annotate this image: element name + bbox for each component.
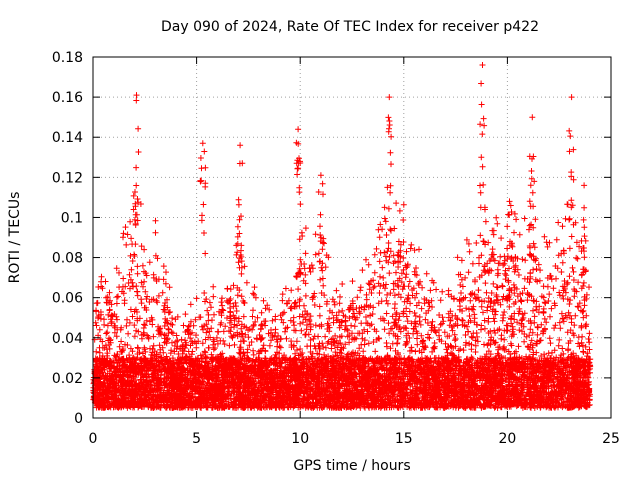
x-tick-label: 5	[192, 431, 201, 447]
x-tick-label: 0	[89, 431, 98, 447]
y-tick-label: 0.18	[52, 50, 83, 66]
y-tick-label: 0	[74, 411, 83, 427]
x-tick-label: 10	[291, 431, 309, 447]
y-tick-label: 0.06	[52, 291, 83, 307]
y-tick-label: 0.12	[52, 170, 83, 186]
y-tick-label: 0.1	[61, 210, 83, 226]
x-tick-label: 15	[395, 431, 413, 447]
scatter-plus-markers	[90, 62, 594, 411]
x-tick-label: 25	[602, 431, 620, 447]
x-tick-label: 20	[498, 431, 516, 447]
y-tick-label: 0.16	[52, 90, 83, 106]
y-tick-label: 0.04	[52, 331, 83, 347]
plot-frame	[92, 56, 612, 419]
y-tick-label: 0.08	[52, 251, 83, 267]
y-tick-label: 0.14	[52, 130, 83, 146]
x-axis-title: GPS time / hours	[293, 458, 410, 474]
y-axis-title: ROTI / TECUs	[7, 192, 23, 284]
chart-title: Day 090 of 2024, Rate Of TEC Index for r…	[161, 19, 539, 35]
data-points	[90, 62, 594, 411]
y-tick-label: 0.02	[52, 371, 83, 387]
axis-ticks: 0 0.02 0.04 0.06 0.08 0.1 0.12 0.14 0.16 0.18 0 5 10…	[52, 50, 620, 447]
